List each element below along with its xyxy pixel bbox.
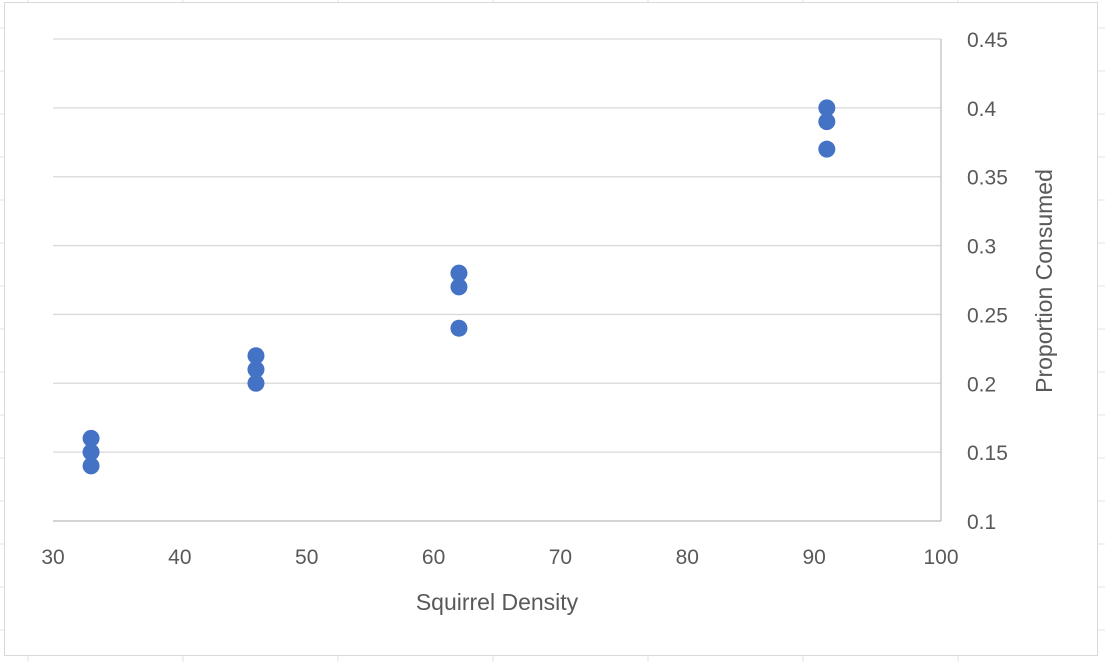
y-tick-label: 0.45 [967, 29, 1008, 52]
x-axis-title: Squirrel Density [416, 589, 579, 615]
x-tick-label: 50 [295, 546, 318, 569]
x-tick-label: 80 [676, 546, 699, 569]
data-point [818, 140, 836, 158]
y-tick-labels: 0.1 0.15 0.2 0.25 0.3 0.35 0.4 0.45 [967, 29, 1008, 534]
x-tick-label: 70 [549, 546, 572, 569]
y-tick-label: 0.15 [967, 442, 1008, 465]
gridlines [53, 38, 941, 522]
data-point [247, 347, 265, 365]
x-tick-labels: 30 40 50 60 70 80 90 100 [41, 546, 958, 569]
data-point [450, 278, 468, 296]
data-point [82, 457, 100, 475]
y-axis-title: Proportion Consumed [1031, 169, 1057, 393]
y-tick-label: 0.35 [967, 167, 1008, 190]
x-tick-label: 30 [41, 546, 64, 569]
y-tick-label: 0.25 [967, 304, 1008, 327]
data-point [82, 443, 100, 461]
y-tick-label: 0.1 [967, 511, 996, 534]
data-point [818, 113, 836, 131]
x-tick-label: 90 [802, 546, 825, 569]
y-tick-label: 0.2 [967, 373, 996, 396]
data-point [450, 319, 468, 337]
data-point [818, 99, 836, 117]
data-points [82, 99, 836, 475]
data-point [82, 429, 100, 447]
y-tick-label: 0.4 [967, 98, 997, 121]
data-point [450, 264, 468, 282]
axes [53, 39, 942, 522]
data-point [247, 361, 265, 379]
x-tick-label: 40 [168, 546, 191, 569]
data-point [247, 374, 265, 392]
y-tick-label: 0.3 [967, 236, 996, 259]
x-tick-label: 100 [923, 546, 958, 569]
chart-area[interactable] [4, 2, 1098, 656]
x-tick-label: 60 [422, 546, 445, 569]
